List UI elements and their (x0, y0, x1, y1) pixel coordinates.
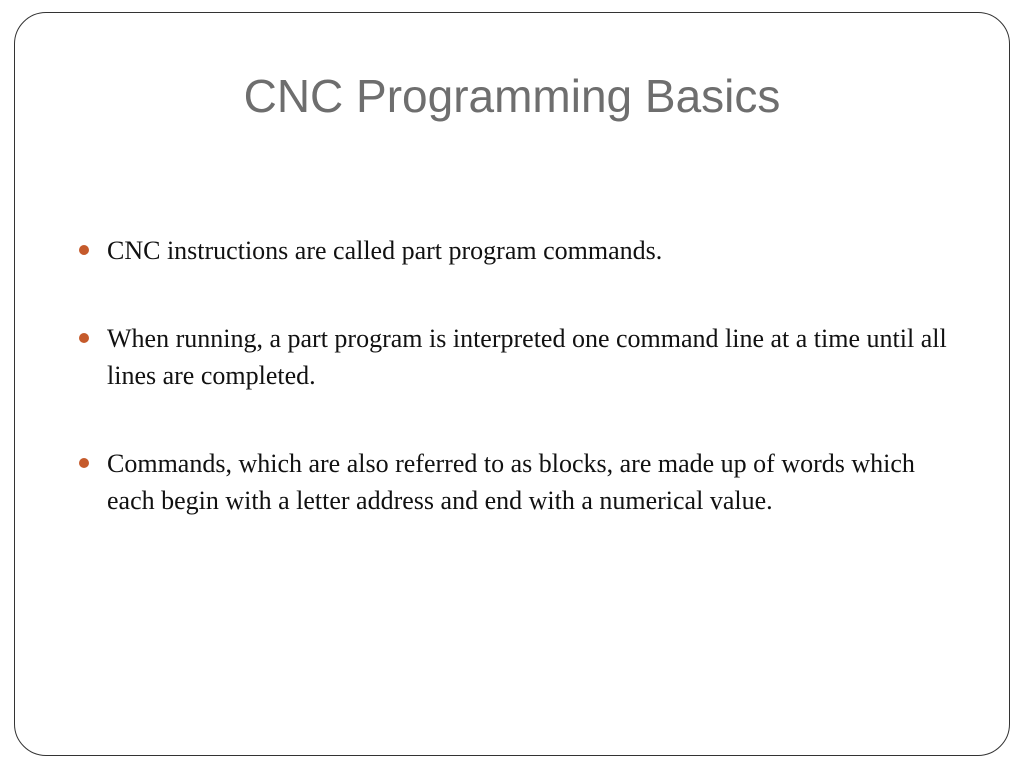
slide-title: CNC Programming Basics (65, 69, 959, 123)
bullet-item: Commands, which are also referred to as … (65, 446, 959, 519)
bullet-item: When running, a part program is interpre… (65, 321, 959, 394)
bullet-item: CNC instructions are called part program… (65, 233, 959, 269)
bullet-list: CNC instructions are called part program… (65, 233, 959, 519)
slide-frame: CNC Programming Basics CNC instructions … (14, 12, 1010, 756)
